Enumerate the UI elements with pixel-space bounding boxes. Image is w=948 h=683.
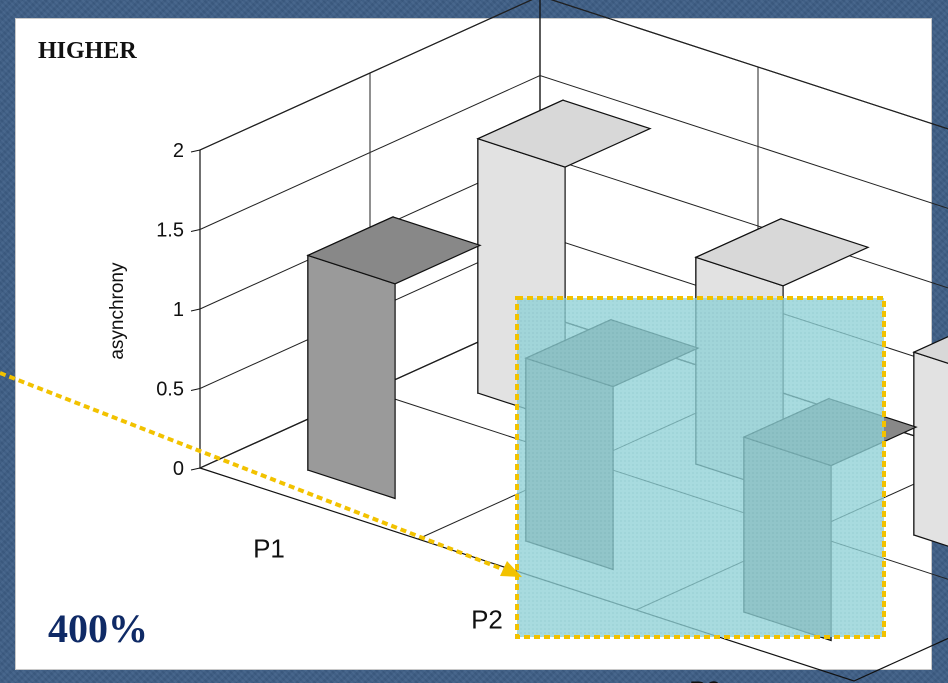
bar-p3-1: [912, 336, 948, 547]
y-tick: [190, 229, 201, 232]
zoom-label: 400%: [48, 606, 148, 651]
bar-face-top: [694, 218, 870, 287]
y-tick-label-2: 1: [173, 299, 184, 321]
x-tick-label-p1: P1: [253, 534, 285, 564]
y-tick-label-1: 0.5: [156, 379, 184, 401]
bar-p1-0: [306, 215, 482, 500]
callout-arrow-head: [500, 561, 522, 577]
y-tick: [190, 308, 201, 312]
bar-face-front: [913, 351, 948, 547]
y-axis-label: asynchrony: [107, 262, 128, 360]
highlight-box: [515, 296, 886, 639]
y-tick: [190, 388, 201, 391]
x-tick-label-p2: P2: [471, 605, 503, 635]
gridline: [199, 74, 948, 230]
callout-arrow-line: [0, 371, 511, 574]
bar-face-top: [476, 99, 652, 168]
y-tick: [190, 149, 201, 153]
chart-labels: HIGHER 400% 00.511.52asynchronyP1P2P3σμ: [38, 38, 939, 683]
bar-face-top: [912, 336, 948, 364]
y-tick-label-0: 0: [173, 458, 184, 480]
bar-face-top: [306, 216, 482, 285]
chart-title: HIGHER: [38, 38, 137, 64]
y-tick-label-3: 1.5: [156, 220, 184, 242]
y-tick-label-4: 2: [173, 140, 184, 162]
gridline: [199, 0, 948, 151]
y-tick: [190, 467, 201, 471]
highlight-region: [0, 296, 886, 639]
bar-face-front: [307, 254, 396, 500]
x-tick-label-p3: P3: [689, 676, 721, 683]
depth-label-0: σ: [919, 673, 938, 683]
